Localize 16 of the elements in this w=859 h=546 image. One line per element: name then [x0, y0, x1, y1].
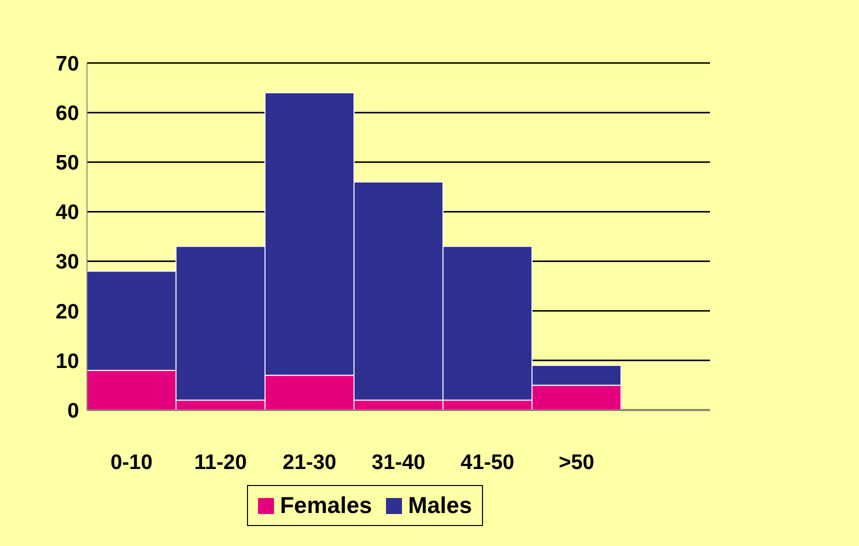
- y-tick-label: 70: [56, 52, 79, 76]
- x-tick-label: 11-20: [194, 450, 247, 474]
- x-tick-label: >50: [558, 450, 594, 474]
- y-tick-label: 40: [56, 201, 79, 224]
- y-tick-label: 30: [56, 250, 79, 274]
- y-tick-label: 50: [56, 152, 79, 175]
- y-tick-label: 20: [56, 300, 79, 324]
- legend-label: Females: [280, 492, 372, 519]
- x-tick-label: 31-40: [372, 450, 426, 474]
- legend-label: Males: [408, 492, 472, 519]
- x-tick-label: 21-30: [282, 450, 336, 474]
- y-tick-label: 60: [56, 102, 79, 126]
- x-tick-label: 0-10: [110, 450, 153, 474]
- y-tick-label: 0: [67, 399, 79, 422]
- x-tick-label: 41-50: [460, 450, 514, 474]
- y-tick-label: 10: [56, 350, 79, 373]
